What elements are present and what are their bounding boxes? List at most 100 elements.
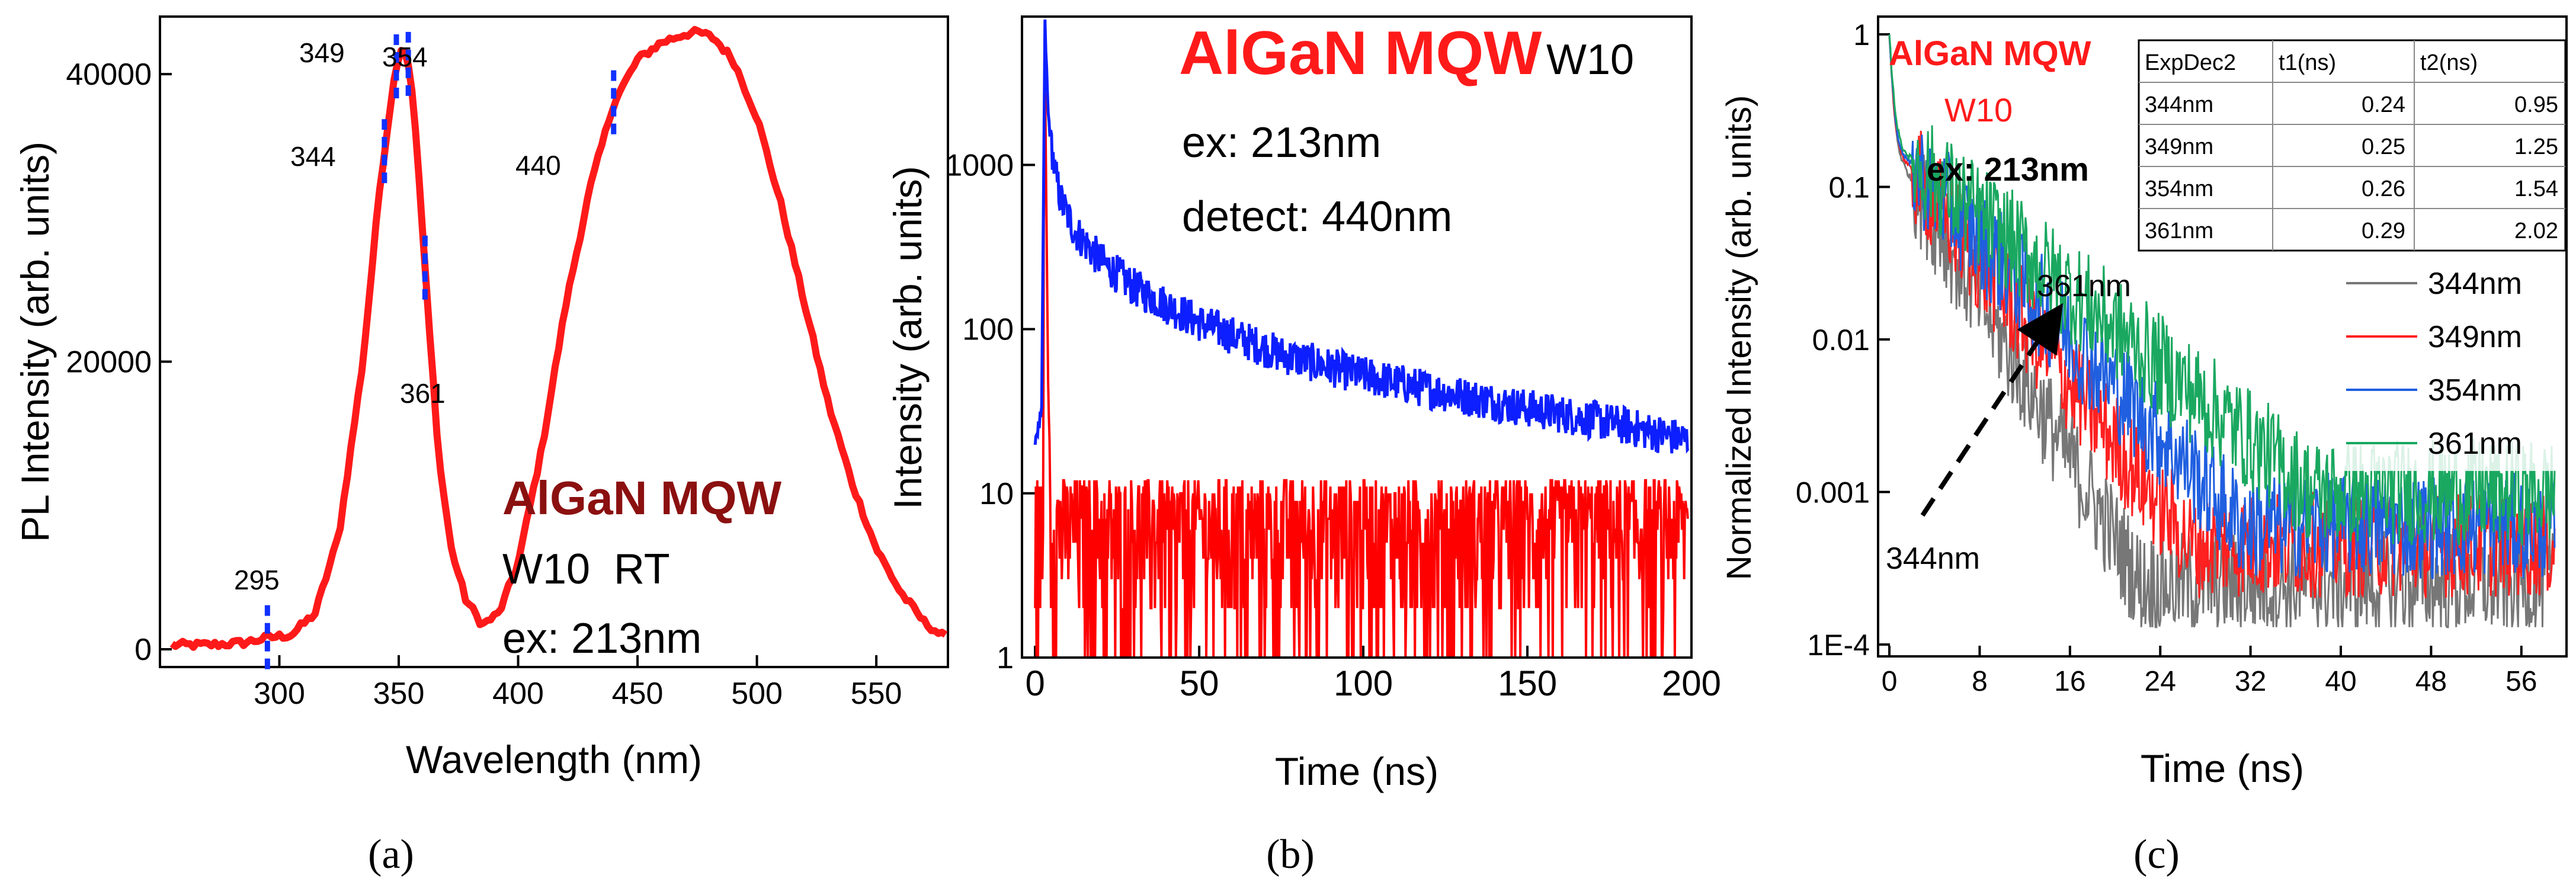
x-tick-label: 50 [1180,663,1219,703]
y-tick-label: 1 [1853,18,1870,52]
table-cell: 0.95 [2514,92,2558,117]
annotation-361: 361 [400,378,446,409]
panel-c-title: AlGaN MQW [1889,34,2091,73]
panel-c: 0 8 16 24 32 40 48 56 1E-4 0.001 0.01 0.1 1 Time (n… [1720,15,2568,877]
legend-label-361nm: 361nm [2428,427,2522,461]
panel-c-legend: 344nm 349nm 354nm 361nm [2343,261,2556,471]
x-tick-label: 100 [1334,663,1393,703]
fit-parameter-table: ExpDec2 t1(ns) t2(ns) 344nm 0.24 0.95 34… [2138,39,2567,252]
panel-a: 300 350 400 450 500 550 0 20000 40000 Wavelengt… [13,15,949,877]
panel-c-excitation: ex: 213nm [1927,150,2089,188]
y-tick-label: 0.001 [1796,476,1870,509]
table-cell: 349nm [2145,134,2213,159]
panel-a-x-label: Wavelength (nm) [406,738,702,781]
annotation-344: 344 [290,141,336,172]
x-tick-label: 550 [851,677,902,711]
y-tick-label: 20000 [66,345,152,380]
panel-b-x-ticks: 0 50 100 150 200 [1025,646,1721,703]
panel-a-y-ticks: 0 20000 40000 [66,57,172,667]
table-cell: 0.29 [2362,219,2405,243]
table-cell: 0.24 [2362,92,2405,117]
table-header: t2(ns) [2420,50,2478,75]
panel-a-pl-curve [169,25,948,651]
panel-b-title: AlGaN MQW [1179,19,1542,88]
x-tick-label: 24 [2145,666,2176,697]
panel-b-x-label: Time (ns) [1275,749,1438,793]
caption-b: (b) [1266,832,1315,877]
annotation-440: 440 [515,150,561,181]
panel-b-plot-frame [1021,15,1693,659]
panel-c-plot-frame [1877,15,2568,658]
table-cell: 0.26 [2362,177,2405,201]
decay-series-361nm [1888,34,2556,546]
panel-a-peak-markers [264,31,617,671]
y-tick-label: 40000 [66,57,152,92]
arrow-label-361nm: 361nm [2037,269,2131,303]
x-tick-label: 200 [1662,663,1721,703]
table-cell: 1.25 [2514,134,2558,159]
table-cell: 2.02 [2514,219,2558,243]
x-tick-label: 8 [1972,666,1988,697]
panel-c-sample: W10 [1944,91,2013,129]
x-tick-label: 300 [254,677,305,711]
panel-a-title: AlGaN MQW [502,472,782,524]
panel-b-sample: W10 [1546,36,1634,84]
table-cell: 361nm [2145,219,2213,243]
x-tick-label: 48 [2415,666,2447,697]
caption-a: (a) [368,832,414,877]
x-tick-label: 400 [492,677,544,711]
x-tick-label: 40 [2325,666,2356,697]
table-header: ExpDec2 [2145,50,2236,75]
x-tick-label: 450 [612,677,664,711]
arrow-label-344nm: 344nm [1886,541,1980,576]
y-tick-label: 10 [979,477,1014,511]
y-tick-label: 1 [997,641,1014,675]
x-tick-label: 150 [1498,663,1557,703]
table-header: t1(ns) [2279,50,2336,75]
panel-b-red-series [1034,92,1689,656]
y-tick-label: 0.1 [1828,171,1870,204]
y-tick-label: 0 [134,633,152,667]
panel-c-x-ticks: 0 8 16 24 32 40 48 56 [1882,646,2537,697]
panel-b-y-label: Intensity (arb. units) [886,166,930,509]
panel-a-plot-frame [159,15,949,668]
x-tick-label: 500 [731,677,783,711]
table-cell: 0.25 [2362,134,2405,159]
y-tick-label: 1E-4 [1807,629,1870,662]
panel-b-y-ticks: 1 10 100 1000 [945,148,1035,675]
panel-b-series-area [1033,20,1690,656]
table-frame [2138,39,2567,252]
panel-a-y-label: PL Intensity (arb. units) [13,142,57,542]
panel-b: 0 50 100 150 200 1 10 100 1000 Time (ns) Intens… [886,15,1721,877]
panel-b-excitation: ex: 213nm [1182,119,1381,166]
panel-b-detect: detect: 440nm [1182,193,1452,241]
x-tick-label: 56 [2505,666,2537,697]
panel-b-blue-series [1033,20,1690,454]
annotation-295: 295 [234,565,280,595]
y-tick-label: 1000 [945,148,1014,182]
panel-a-x-ticks: 300 350 400 450 500 550 [254,655,902,711]
y-tick-label: 100 [962,313,1014,347]
annotation-349: 349 [299,37,345,68]
legend-label-344nm: 344nm [2428,267,2522,301]
caption-c: (c) [2133,832,2180,877]
legend-background [2343,261,2556,471]
wavelength-trend-arrow [1920,303,2064,517]
legend-label-354nm: 354nm [2428,373,2522,408]
y-tick-label: 0.01 [1812,323,1870,357]
legend-label-349nm: 349nm [2428,320,2522,354]
panel-a-sample: W10 RT [502,546,670,593]
panel-a-excitation: ex: 213nm [502,615,701,662]
table-cell: 354nm [2145,177,2213,201]
annotation-354: 354 [382,41,428,72]
x-tick-label: 0 [1882,666,1898,697]
table-cell: 1.54 [2514,177,2558,201]
panel-c-y-ticks: 1E-4 0.001 0.01 0.1 1 [1796,18,1890,662]
x-tick-label: 16 [2054,666,2085,697]
x-tick-label: 32 [2235,666,2266,697]
table-cell: 344nm [2145,92,2213,117]
panel-c-y-label: Normalized Intensity (arb. units) [1720,95,1758,581]
x-tick-label: 350 [373,677,425,711]
panel-c-series-area [1888,34,2556,629]
